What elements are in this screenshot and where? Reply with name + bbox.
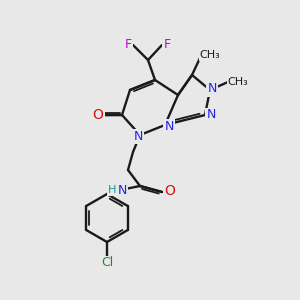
Text: F: F (164, 38, 171, 50)
Text: F: F (124, 38, 132, 50)
Text: CH₃: CH₃ (200, 50, 220, 60)
Text: O: O (93, 108, 104, 122)
Text: N: N (207, 82, 217, 95)
Text: N: N (117, 184, 127, 196)
Text: H: H (108, 185, 116, 195)
Text: Cl: Cl (101, 256, 113, 269)
Text: N: N (206, 109, 216, 122)
Text: O: O (165, 184, 176, 198)
Text: CH₃: CH₃ (228, 77, 248, 87)
Text: N: N (133, 130, 143, 142)
Text: N: N (164, 119, 174, 133)
